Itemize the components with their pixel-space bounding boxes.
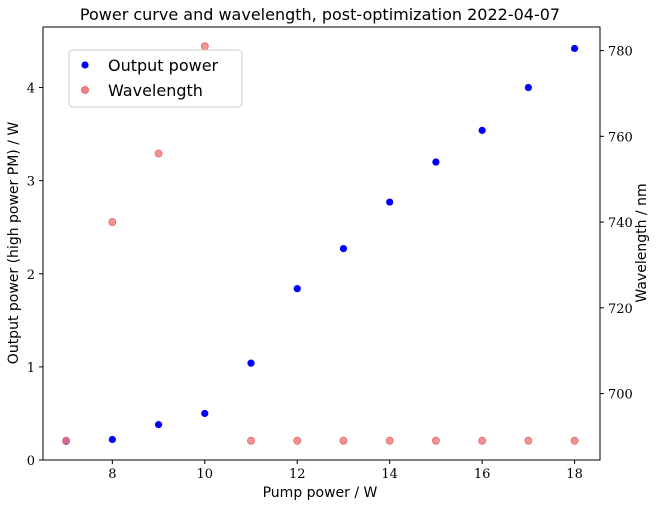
output-power-point xyxy=(293,285,301,293)
output-power-point xyxy=(201,409,209,418)
right-y-tick-label: 720 xyxy=(608,302,633,317)
x-tick-label: 8 xyxy=(108,467,116,482)
wavelength-point xyxy=(385,436,394,445)
left-y-axis-ticks: 0 1 2 3 4 xyxy=(27,82,43,469)
x-axis-label: Pump power / W xyxy=(263,485,378,501)
wavelength-point xyxy=(154,149,163,158)
right-y-tick-label: 760 xyxy=(608,130,633,145)
wavelength-point xyxy=(200,42,209,51)
x-tick-label: 10 xyxy=(197,467,214,482)
right-y-tick-label: 700 xyxy=(608,388,633,403)
wavelength-point xyxy=(108,218,117,226)
right-y-axis-ticks: 700 720 740 760 780 xyxy=(600,45,633,403)
x-tick-label: 18 xyxy=(566,467,583,482)
series-wavelength xyxy=(62,42,579,445)
left-y-tick-label: 0 xyxy=(27,454,35,469)
x-axis-ticks: 8 10 12 14 16 18 xyxy=(108,460,583,482)
output-power-point xyxy=(247,359,255,367)
output-power-point xyxy=(478,126,486,134)
legend-label-wavelength: Wavelength xyxy=(108,81,203,100)
wavelength-point xyxy=(339,436,348,445)
x-tick-label: 14 xyxy=(381,467,398,482)
output-power-point xyxy=(432,158,440,166)
right-y-tick-label: 780 xyxy=(608,45,633,60)
left-y-tick-label: 4 xyxy=(27,82,35,97)
left-y-tick-label: 2 xyxy=(27,268,35,283)
wavelength-point xyxy=(524,436,533,445)
wavelength-point xyxy=(570,436,579,445)
left-y-tick-label: 3 xyxy=(27,175,35,190)
chart-title: Power curve and wavelength, post-optimiz… xyxy=(80,5,560,24)
output-power-point xyxy=(570,44,579,53)
legend: Output power Wavelength xyxy=(68,49,243,108)
wavelength-point xyxy=(478,436,487,445)
output-power-point xyxy=(386,198,394,206)
output-power-point xyxy=(154,421,163,429)
left-y-tick-label: 1 xyxy=(27,361,35,376)
output-power-point xyxy=(524,83,532,92)
output-power-point xyxy=(339,245,348,253)
x-tick-label: 16 xyxy=(474,467,491,482)
left-y-axis-label: Output power (high power PM) / W xyxy=(6,122,22,365)
wavelength-point xyxy=(62,436,71,445)
legend-marker-wavelength xyxy=(81,86,89,94)
plot-area xyxy=(42,26,601,461)
legend-label-output-power: Output power xyxy=(108,56,219,75)
right-y-axis-label: Wavelength / nm xyxy=(634,183,650,302)
wavelength-point xyxy=(293,436,302,445)
output-power-point xyxy=(108,435,116,444)
x-tick-label: 12 xyxy=(289,467,306,482)
right-y-tick-label: 740 xyxy=(608,216,633,231)
legend-box xyxy=(68,49,243,108)
legend-marker-output-power xyxy=(81,61,89,69)
wavelength-point xyxy=(247,436,255,445)
series-layer xyxy=(62,42,579,445)
wavelength-point xyxy=(432,436,440,445)
